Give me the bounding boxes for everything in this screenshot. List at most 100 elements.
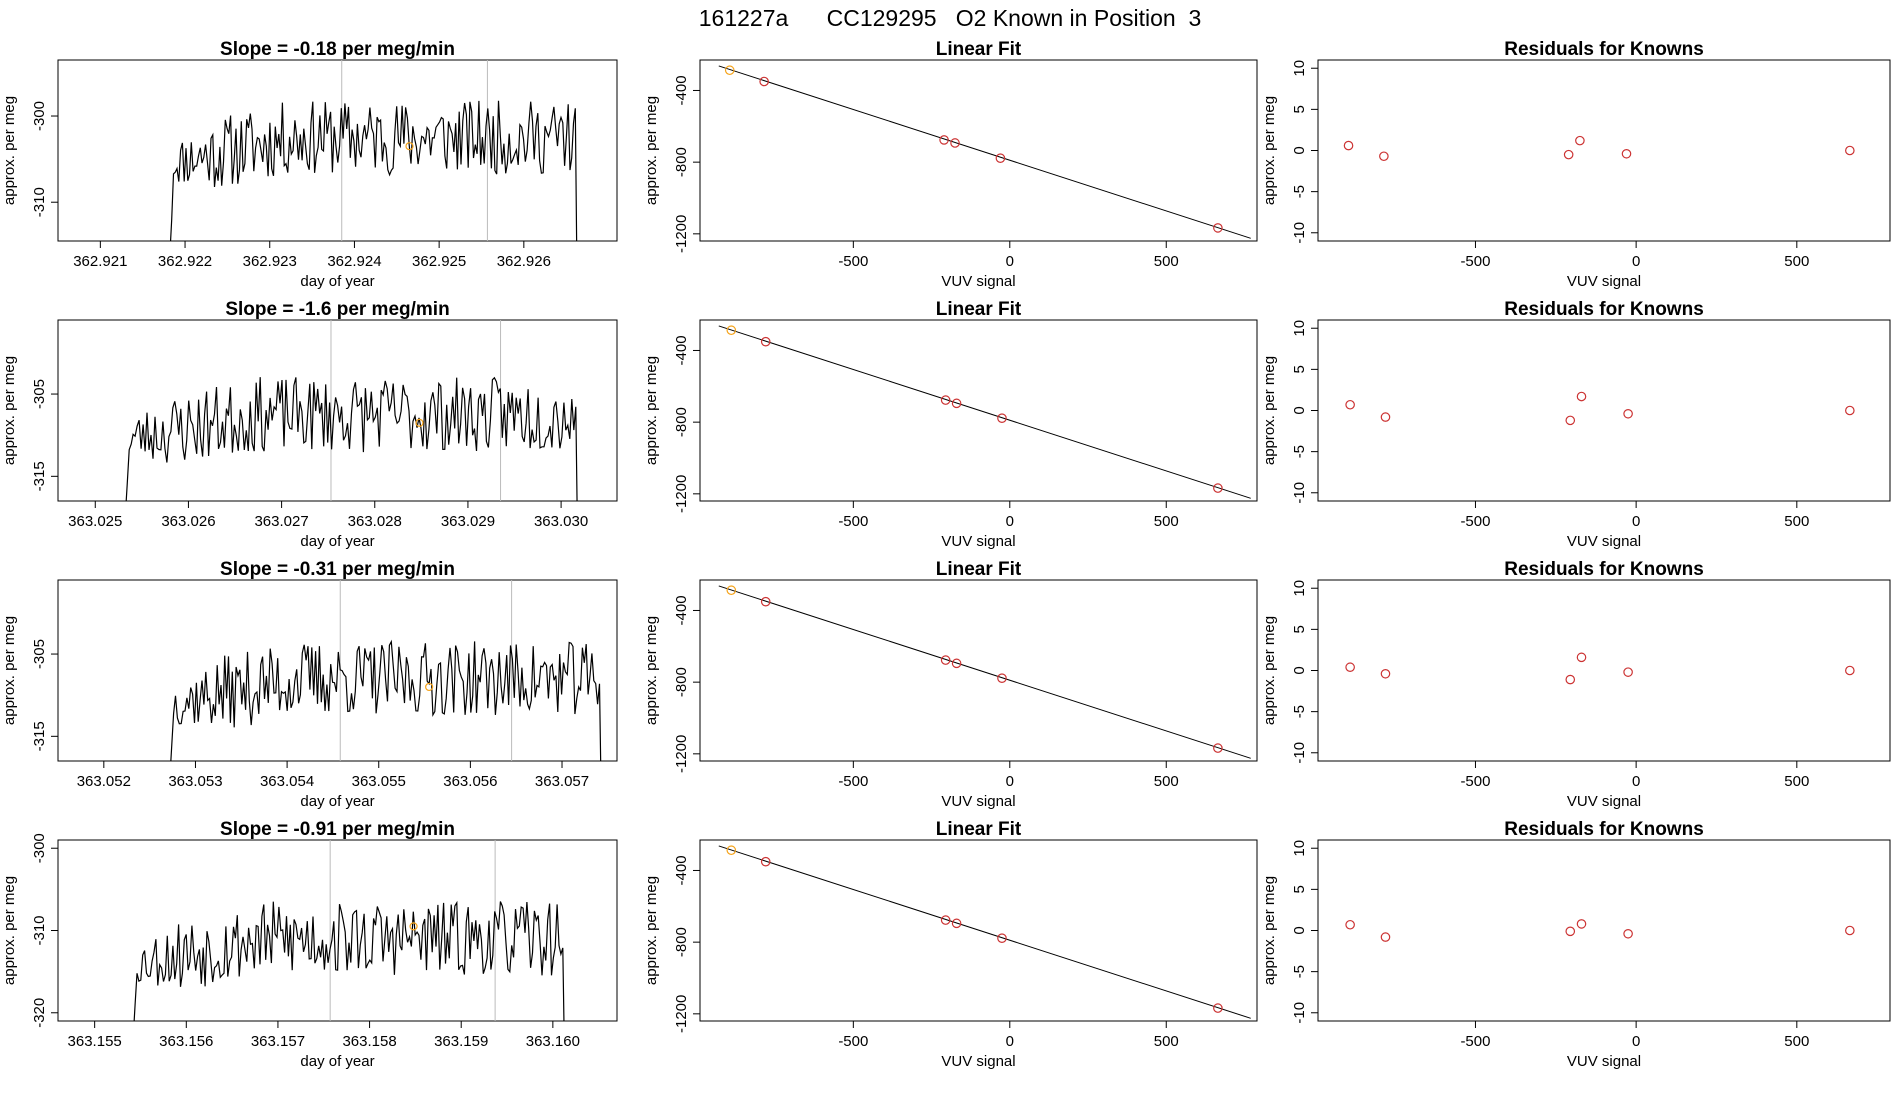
r3-c2-x-tick-label: -500 — [838, 773, 868, 790]
page-title: 161227a CC129295 O2 Known in Position 3 — [698, 5, 1202, 31]
r2-c2-fit-point — [726, 325, 737, 336]
r4-c2-y-axis-label: approx. per meg — [643, 876, 660, 985]
r3-c3-x-tick-label: -500 — [1460, 773, 1490, 790]
r2-c2-x-tick-label: 500 — [1154, 513, 1179, 530]
r3-c3-plot-frame — [1317, 579, 1891, 762]
r1-c1-x-tick-label: 362.925 — [412, 253, 466, 270]
r3-c1-x-axis-label: day of year — [300, 793, 374, 810]
r3-c1-y-tick-label: -305 — [31, 639, 48, 669]
r1-c2-y-tick-label: -800 — [673, 147, 690, 177]
r4-c3-y-tick-label: 5 — [1291, 885, 1308, 893]
r2-c2-x-tick-label: 0 — [1006, 513, 1014, 530]
r4-c1-x-tick-label: 363.158 — [342, 1033, 396, 1050]
r2-c1-x-tick-label: 363.026 — [161, 513, 215, 530]
r3-c1-y-tick-label: -315 — [31, 721, 48, 751]
r4-c3-residual-point — [1623, 928, 1633, 939]
r2-c1-x-tick-label: 363.030 — [534, 513, 588, 530]
r4-c3-y-tick-label: -5 — [1291, 965, 1308, 978]
r1-c1-signal-trace — [169, 100, 578, 241]
r1-c3-y-tick-label: 10 — [1291, 60, 1308, 77]
r4-c3-y-tick-label: -10 — [1291, 1002, 1308, 1024]
r1-c3-y-tick-label: -10 — [1291, 222, 1308, 244]
r2-c2-fit-point — [951, 398, 962, 409]
r4-c2-fit-point — [726, 845, 737, 856]
r1-c2-y-tick-label: -400 — [673, 75, 690, 105]
r1-c3-residual-point — [1563, 149, 1574, 160]
r3-c1-x-tick-label: 363.057 — [535, 773, 589, 790]
r1-c1-title: Slope = -0.18 per meg/min — [220, 39, 455, 60]
r2-c1-known-marker — [415, 418, 424, 427]
r4-c3-residual-point — [1576, 919, 1587, 929]
r3-c2-y-tick-label: -800 — [673, 667, 690, 697]
r4-c1-x-axis-label: day of year — [300, 1053, 374, 1070]
r4-c3-x-axis-label: VUV signal — [1567, 1053, 1641, 1070]
r4-c2-fit-point — [997, 933, 1007, 944]
r3-c2-x-axis-label: VUV signal — [941, 793, 1015, 810]
r1-c1-y-tick-label: -300 — [31, 101, 48, 131]
r2-c3-x-axis-label: VUV signal — [1567, 533, 1641, 550]
r4-c2-fit-point — [1213, 1003, 1223, 1013]
r3-c1-y-axis-label: approx. per meg — [1, 616, 18, 725]
r2-c3-title: Residuals for Knowns — [1504, 299, 1704, 320]
r4-c2-fit-point — [940, 915, 951, 925]
r1-c3-residual-point — [1343, 140, 1354, 151]
r2-c2-y-tick-label: -1200 — [673, 475, 690, 513]
r2-c2-fit-line — [718, 325, 1251, 499]
r1-c3-residual-point — [1845, 145, 1855, 156]
r2-c3-y-axis-label: approx. per meg — [1261, 356, 1278, 465]
r2-c3-x-tick-label: -500 — [1460, 513, 1490, 530]
r4-c3-x-tick-label: 500 — [1784, 1033, 1809, 1050]
r2-c2-y-tick-label: -800 — [673, 407, 690, 437]
r3-c3-residual-point — [1576, 652, 1587, 663]
r2-c2-fit-point — [997, 413, 1007, 424]
r2-c2-x-axis-label: VUV signal — [941, 533, 1015, 550]
r2-c1-x-tick-label: 363.029 — [441, 513, 495, 530]
r4-c1-known-marker — [409, 922, 418, 931]
r4-c2-fit-point — [760, 856, 771, 867]
r4-c3-title: Residuals for Knowns — [1504, 819, 1704, 840]
r1-c2-plot-frame — [699, 59, 1258, 242]
r2-c1-x-axis-label: day of year — [300, 533, 374, 550]
r1-c1-y-tick-label: -310 — [31, 187, 48, 217]
r3-c2-y-axis-label: approx. per meg — [643, 616, 660, 725]
r2-c2-y-tick-label: -400 — [673, 335, 690, 365]
r3-c1-x-tick-label: 363.055 — [352, 773, 406, 790]
r4-c2-x-tick-label: -500 — [838, 1033, 868, 1050]
r2-c2-fit-point — [1213, 483, 1223, 493]
r3-c2-y-tick-label: -1200 — [673, 735, 690, 773]
r3-c3-residual-point — [1565, 674, 1576, 685]
r3-c2-title: Linear Fit — [936, 559, 1022, 580]
r3-c3-y-axis-label: approx. per meg — [1261, 616, 1278, 725]
r3-c2-fit-point — [940, 655, 951, 665]
r4-c3-x-tick-label: 0 — [1632, 1033, 1640, 1050]
r1-c1-x-tick-label: 362.922 — [158, 253, 212, 270]
r2-c1-x-tick-label: 363.027 — [254, 513, 308, 530]
r2-c1-x-tick-label: 363.028 — [348, 513, 402, 530]
r1-c2-y-tick-label: -1200 — [673, 215, 690, 253]
r2-c2-fit-point — [940, 395, 951, 405]
r1-c1-x-tick-label: 362.923 — [243, 253, 297, 270]
r3-c2-fit-point — [726, 585, 737, 596]
r4-c1-y-axis-label: approx. per meg — [1, 876, 18, 985]
r4-c3-y-tick-label: 0 — [1291, 926, 1308, 934]
r2-c2-plot-frame — [699, 319, 1258, 502]
r2-c3-residual-point — [1576, 391, 1587, 402]
r1-c1-x-tick-label: 362.924 — [327, 253, 381, 270]
r4-c2-y-tick-label: -1200 — [673, 995, 690, 1033]
r4-c2-fit-point — [951, 918, 962, 929]
r4-c3-y-tick-label: 10 — [1291, 840, 1308, 857]
r4-c2-x-axis-label: VUV signal — [941, 1053, 1015, 1070]
r1-c2-x-tick-label: 0 — [1006, 253, 1014, 270]
r4-c1-x-tick-label: 363.159 — [434, 1033, 488, 1050]
r3-c2-fit-point — [760, 596, 771, 607]
r1-c2-fit-point — [939, 135, 949, 145]
r4-c1-y-tick-label: -320 — [31, 998, 48, 1028]
r4-c1-y-tick-label: -300 — [31, 833, 48, 863]
r2-c3-y-tick-label: -10 — [1291, 482, 1308, 504]
r1-c3-residual-point — [1575, 135, 1585, 146]
r1-c2-fit-point — [995, 153, 1006, 164]
r3-c2-plot-frame — [699, 579, 1258, 762]
r1-c3-y-axis-label: approx. per meg — [1261, 96, 1278, 205]
r1-c2-fit-point — [759, 76, 769, 87]
r4-c1-x-tick-label: 363.156 — [159, 1033, 213, 1050]
